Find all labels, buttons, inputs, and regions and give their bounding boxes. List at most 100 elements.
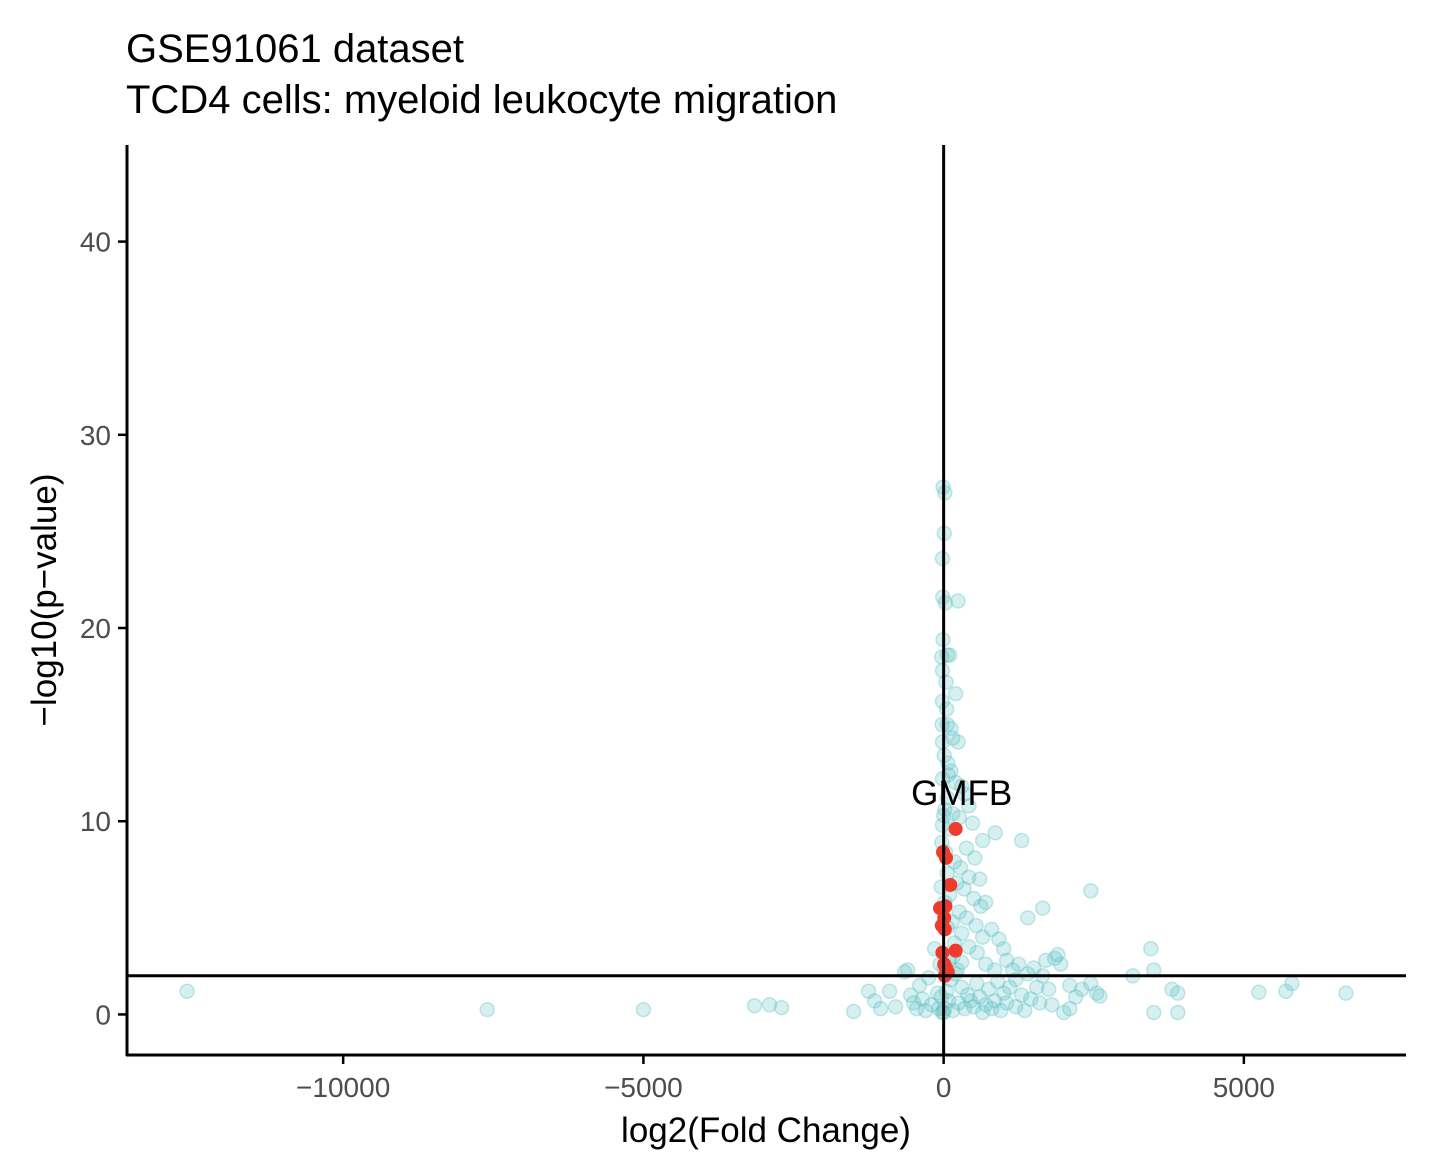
gene-point (998, 995, 1015, 1011)
gene-point (961, 869, 977, 886)
gene-point (974, 832, 991, 849)
gene-point (911, 977, 928, 994)
gene-point (1037, 952, 1054, 969)
gene-point (961, 798, 977, 814)
gene-point (1083, 975, 1099, 992)
gene-point (1049, 946, 1066, 963)
gene-point (1022, 991, 1039, 1007)
gene-point (971, 871, 988, 887)
gene-point (944, 730, 961, 746)
gene-point (967, 850, 983, 866)
gene-point (944, 1002, 961, 1019)
gene-point (986, 993, 1003, 1009)
gene-point (887, 998, 904, 1015)
chart-title-line-1: GSE91061 dataset (126, 27, 464, 71)
gene-point (961, 939, 977, 955)
gene-point (956, 1000, 973, 1017)
gene-point (860, 983, 877, 999)
x-tick-label: 5000 (1213, 1072, 1275, 1103)
gene-point (958, 910, 975, 926)
highlight-gene-point (939, 850, 954, 865)
gene-point (1013, 832, 1030, 849)
gene-point (987, 825, 1004, 841)
gene-point (934, 649, 950, 665)
gene-point (1055, 1004, 1072, 1021)
y-axis-title: −log10(p−value) (25, 474, 64, 727)
gene-point (1010, 956, 1027, 972)
gene-point (947, 685, 964, 702)
gene-point (905, 995, 922, 1011)
highlight-gene-point (943, 877, 958, 892)
gene-point (1052, 956, 1069, 972)
gene-point (953, 778, 970, 795)
gene-point (872, 1000, 889, 1017)
gene-point (1019, 910, 1036, 926)
x-tick-label: 0 (936, 1072, 952, 1103)
gene-point (950, 734, 966, 750)
gene-point (938, 701, 955, 717)
gene-point (956, 786, 973, 802)
x-tick-label: −10000 (296, 1072, 390, 1103)
gene-point (998, 952, 1015, 969)
gene-point (1170, 1004, 1186, 1021)
gene-point (1143, 940, 1159, 957)
gene-point (962, 993, 979, 1009)
gene-point (479, 1001, 496, 1018)
gene-point (1007, 998, 1024, 1015)
gene-point (1164, 981, 1180, 998)
gene-point (958, 840, 975, 857)
gene-point (902, 987, 919, 1003)
gene-point (934, 716, 950, 733)
gene-point (956, 881, 972, 897)
gene-point (773, 999, 790, 1016)
gene-point (746, 997, 763, 1014)
gene-point (983, 1000, 1000, 1017)
gene-point (950, 593, 966, 609)
gene-point (1028, 979, 1045, 996)
gene-point (953, 954, 970, 971)
gene-point (1338, 985, 1354, 1001)
gene-point (953, 979, 970, 996)
gene-point (983, 921, 1000, 938)
background-points (179, 479, 1354, 1021)
gene-point (944, 805, 961, 822)
gene-point (1013, 987, 1030, 1003)
gene-point (923, 997, 940, 1013)
gene-point (965, 890, 982, 907)
gene-point (947, 774, 964, 791)
chart-title-line-2: TCD4 cells: myeloid leukocyte migration (126, 78, 837, 122)
gene-point (1025, 960, 1042, 976)
y-ticks: 0 10 20 30 40 (80, 227, 127, 1030)
y-tick-label: 30 (80, 420, 111, 451)
gene-annotation-label: GMFB (911, 774, 1012, 813)
gene-point (1061, 1000, 1078, 1017)
gene-point (920, 969, 937, 986)
gene-point (914, 991, 931, 1007)
gene-point (1040, 981, 1057, 998)
gene-point (953, 925, 970, 942)
y-tick-label: 20 (80, 613, 111, 644)
gene-point (1251, 984, 1267, 1000)
gene-point (1170, 985, 1186, 1001)
gene-point (1016, 1002, 1033, 1019)
gene-point (965, 998, 982, 1015)
gene-point (980, 981, 997, 998)
gene-point (977, 894, 994, 911)
y-tick-label: 0 (95, 999, 111, 1030)
gene-point (1031, 995, 1048, 1011)
gene-point (938, 983, 955, 999)
gene-point (969, 944, 986, 961)
x-ticks: −10000 −5000 0 5000 (296, 1055, 1275, 1103)
gene-point (179, 983, 195, 999)
gene-point (1046, 950, 1063, 967)
gene-point (866, 993, 883, 1009)
gene-point (908, 1000, 925, 1017)
gene-point (995, 985, 1012, 1001)
gene-point (1061, 977, 1078, 994)
gene-point (938, 674, 954, 690)
gene-point (968, 975, 985, 992)
highlight-gene-point (948, 943, 963, 958)
gene-point (959, 987, 976, 1003)
gene-point (952, 859, 969, 876)
